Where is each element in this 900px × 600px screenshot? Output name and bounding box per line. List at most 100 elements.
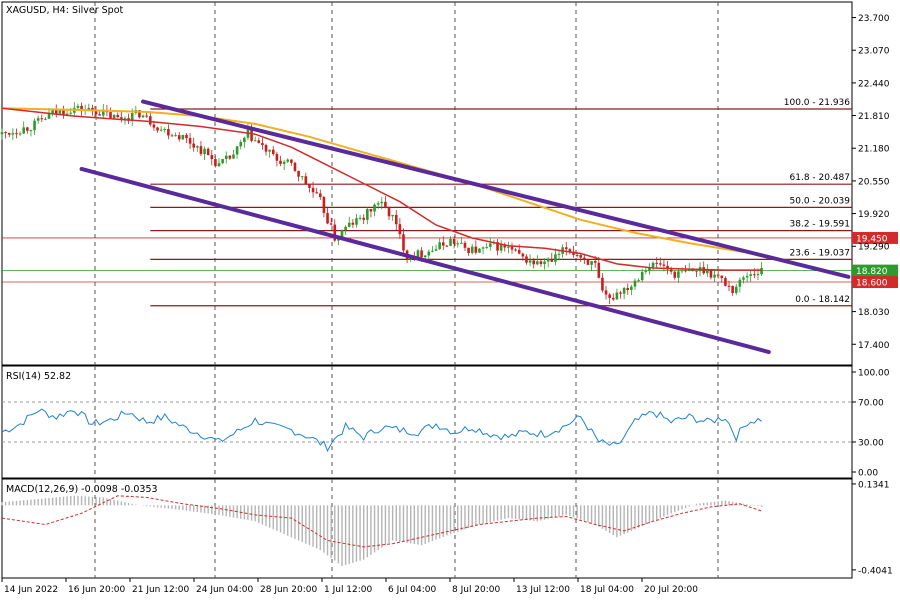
candle-body xyxy=(4,132,7,134)
candle-body xyxy=(416,250,420,259)
candle-body xyxy=(300,176,304,178)
candle-body xyxy=(18,133,22,135)
candle-body xyxy=(615,292,619,300)
candle-body xyxy=(716,274,720,276)
candle-body xyxy=(666,265,669,270)
candle-body xyxy=(101,109,105,116)
candle-body xyxy=(423,255,427,258)
candle-body xyxy=(112,114,116,119)
candle-body xyxy=(206,148,210,156)
candle-body xyxy=(243,137,246,143)
time-axis-label: 20 Jul 20:00 xyxy=(644,585,698,595)
candle-body xyxy=(626,287,630,290)
candle-body xyxy=(445,245,449,247)
candle-body xyxy=(452,238,456,244)
candle-body xyxy=(181,134,185,140)
candle-body xyxy=(214,159,217,167)
candle-body xyxy=(669,269,673,272)
candle-body xyxy=(586,259,590,265)
candle-body xyxy=(488,243,492,247)
candle-body xyxy=(597,262,601,278)
price-level-tag xyxy=(852,231,898,244)
candle-body xyxy=(456,243,460,245)
time-axis-label: 8 Jul 20:00 xyxy=(452,585,501,595)
rsi-title: RSI(14) 52.82 xyxy=(6,371,71,382)
fib-level-label: 23.6 - 19.037 xyxy=(790,248,851,258)
candle-body xyxy=(185,134,188,139)
candle-body xyxy=(742,277,745,280)
candle-body xyxy=(62,110,65,115)
candle-body xyxy=(369,209,373,212)
candle-body xyxy=(564,247,568,250)
candle-body xyxy=(11,133,15,135)
time-axis-label: 28 Jun 20:00 xyxy=(260,585,317,595)
candle-body xyxy=(167,129,170,136)
candle-body xyxy=(268,149,271,152)
candle-body xyxy=(543,261,546,265)
candle-body xyxy=(572,251,575,255)
candle-body xyxy=(510,246,514,250)
channel-upper-line xyxy=(141,99,851,279)
candle-body xyxy=(478,248,481,253)
candle-body xyxy=(727,285,731,287)
candle-body xyxy=(514,249,517,251)
candle-body xyxy=(713,274,716,278)
candle-body xyxy=(738,279,742,287)
candle-body xyxy=(550,258,554,262)
candle-body xyxy=(65,113,69,115)
candle-body xyxy=(655,262,658,264)
candle-body xyxy=(58,110,62,114)
candle-body xyxy=(224,155,228,160)
candle-body xyxy=(174,135,177,137)
candle-body xyxy=(575,254,579,256)
candle-body xyxy=(753,274,756,276)
time-axis-label: 6 Jul 04:00 xyxy=(388,585,437,595)
candle-body xyxy=(275,154,279,161)
candle-body xyxy=(706,269,709,274)
candle-body xyxy=(159,129,163,131)
price-axis-label: 20.550 xyxy=(858,177,890,187)
fib-level-label: 50.0 - 20.039 xyxy=(790,196,851,206)
candle-body xyxy=(228,155,232,159)
candle-body xyxy=(170,135,174,137)
candle-body xyxy=(467,247,470,254)
fib-level-label: 0.0 - 18.142 xyxy=(795,295,850,305)
candle-body xyxy=(673,271,677,278)
candle-body xyxy=(536,261,539,265)
candle-body xyxy=(308,184,311,188)
candle-body xyxy=(470,246,474,254)
candle-body xyxy=(662,264,666,266)
macd-axis-label: -0.4041 xyxy=(858,566,893,576)
candle-body xyxy=(22,127,26,134)
candle-body xyxy=(109,112,112,119)
candle-body xyxy=(340,230,344,237)
candle-body xyxy=(485,246,488,248)
candle-body xyxy=(680,270,684,272)
candle-body xyxy=(54,110,58,114)
candle-body xyxy=(579,255,583,258)
candle-body xyxy=(203,148,206,155)
candle-body xyxy=(734,286,738,293)
candle-body xyxy=(120,117,123,119)
candle-body xyxy=(7,132,11,135)
candle-body xyxy=(36,118,40,121)
candle-body xyxy=(40,118,44,120)
candle-body xyxy=(152,124,156,128)
candle-body xyxy=(253,140,257,142)
candle-body xyxy=(756,274,760,276)
candle-body xyxy=(449,238,452,246)
candle-body xyxy=(760,267,763,275)
candle-body xyxy=(217,163,221,167)
price-axis-label: 19.920 xyxy=(858,210,890,220)
candle-body xyxy=(351,222,355,225)
fast-moving-average-line xyxy=(1,107,762,271)
candle-body xyxy=(709,269,713,278)
candle-body xyxy=(384,201,387,208)
candle-body xyxy=(481,247,485,249)
candle-body xyxy=(557,253,561,255)
candle-body xyxy=(69,112,73,114)
candle-body xyxy=(528,260,532,263)
candle-body xyxy=(593,261,597,263)
candle-body xyxy=(651,262,655,268)
